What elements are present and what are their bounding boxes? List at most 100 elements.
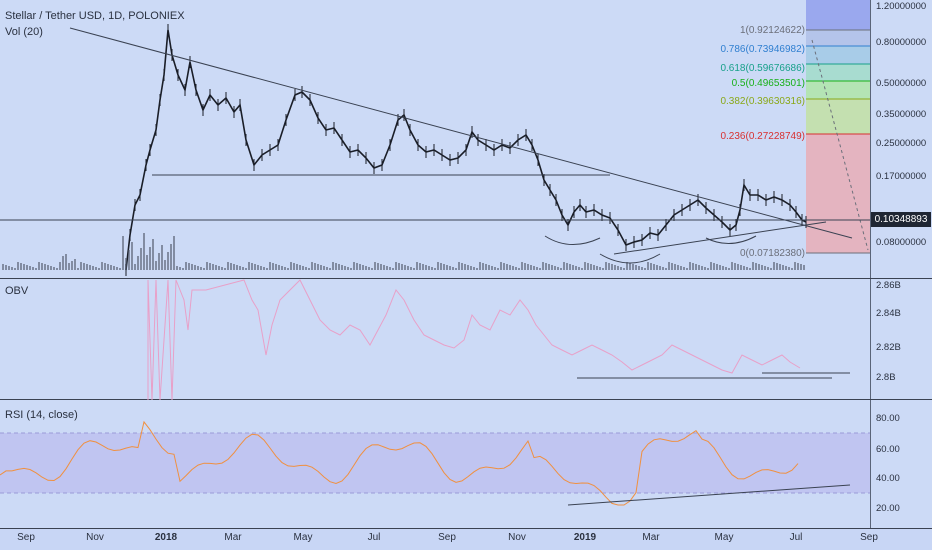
volume-bar <box>476 268 478 270</box>
price-pane[interactable] <box>0 0 870 278</box>
volume-bar <box>635 265 637 270</box>
volume-bar <box>341 265 343 270</box>
volume-bar <box>197 266 199 270</box>
fib-level-label[interactable]: 0.236(0.27228749) <box>720 131 805 142</box>
volume-bar <box>77 268 79 270</box>
volume-bar <box>551 265 553 270</box>
volume-bar <box>284 267 286 270</box>
price-axis[interactable] <box>870 0 932 278</box>
volume-bar <box>407 266 409 270</box>
volume-bar <box>425 265 427 270</box>
volume-bar <box>509 265 511 270</box>
symbol-title[interactable]: Stellar / Tether USD, 1D, POLONIEX <box>5 10 185 22</box>
fib-zone <box>806 64 870 81</box>
volume-bar <box>137 256 139 270</box>
volume-bar <box>608 263 610 270</box>
fib-zone <box>806 134 870 253</box>
volume-bar <box>626 262 628 270</box>
descending-trendline <box>69 27 853 239</box>
fib-level-label[interactable]: 0.786(0.73946982) <box>720 44 805 55</box>
volume-bar <box>317 264 319 270</box>
volume-bar <box>668 262 670 270</box>
rsi-trendline <box>567 484 851 506</box>
pane-divider[interactable] <box>0 399 932 400</box>
volume-bar <box>215 265 217 270</box>
volume-bar <box>689 262 691 270</box>
volume-bar <box>53 267 55 270</box>
volume-bar <box>719 265 721 270</box>
volume-bar <box>179 267 181 270</box>
volume-bar <box>485 264 487 270</box>
volume-bar <box>773 262 775 270</box>
volume-bar <box>545 263 547 270</box>
price-series <box>125 29 807 271</box>
volume-bar <box>518 268 520 270</box>
volume-bar <box>707 268 709 270</box>
volume-bar <box>266 268 268 270</box>
volume-bar <box>716 264 718 270</box>
volume-legend[interactable]: Vol (20) <box>5 26 43 38</box>
volume-bar <box>578 267 580 270</box>
volume-bar <box>92 266 94 270</box>
fib-level-label[interactable]: 0.5(0.49653501) <box>731 78 805 89</box>
volume-bar <box>131 242 133 270</box>
time-tick: May <box>293 532 313 543</box>
volume-bar <box>539 268 541 270</box>
volume-bar <box>623 268 625 270</box>
volume-bar <box>698 265 700 270</box>
volume-bar <box>311 262 313 270</box>
volume-bar <box>737 264 739 270</box>
volume-bar <box>437 262 439 270</box>
volume-bar <box>527 264 529 270</box>
volume-bar <box>614 265 616 270</box>
volume-bar <box>302 266 304 270</box>
volume-bar <box>20 263 22 270</box>
volume-bar <box>728 268 730 270</box>
time-tick: Sep <box>438 532 456 543</box>
obv-tick: 2.86B <box>876 280 901 291</box>
volume-bar <box>395 262 397 270</box>
fib-level-label[interactable]: 0.382(0.39630316) <box>720 96 805 107</box>
volume-bar <box>467 265 469 270</box>
volume-bar <box>677 265 679 270</box>
fib-zone <box>806 46 870 64</box>
rsi-legend[interactable]: RSI (14, close) <box>5 409 78 421</box>
volume-bar <box>656 265 658 270</box>
volume-bar <box>326 267 328 270</box>
obv-legend[interactable]: OBV <box>5 285 29 297</box>
volume-bar <box>116 267 118 270</box>
volume-bar <box>416 262 418 270</box>
fib-level-label[interactable]: 0.618(0.59676686) <box>720 63 805 74</box>
volume-bar <box>461 263 463 270</box>
volume-bar <box>35 268 37 270</box>
volume-bar <box>671 263 673 270</box>
volume-bar <box>533 266 535 270</box>
price-tick: 0.17000000 <box>876 171 927 182</box>
volume-bar <box>404 265 406 270</box>
volume-bar <box>746 267 748 270</box>
volume-bar <box>371 268 373 270</box>
volume-bar <box>152 239 154 270</box>
volume-bar <box>740 265 742 270</box>
fib-level-label[interactable]: 1(0.92124622) <box>739 25 805 36</box>
obv-axis[interactable] <box>870 279 932 399</box>
obv-pane[interactable] <box>0 279 870 399</box>
current-price-tag: 0.10348893 <box>871 212 931 227</box>
rsi-axis[interactable] <box>870 400 932 528</box>
volume-bar <box>221 267 223 270</box>
fib-level-label[interactable]: 0(0.07182380) <box>739 248 805 259</box>
volume-bar <box>515 267 517 270</box>
volume-bar <box>428 266 430 270</box>
volume-bar <box>722 266 724 270</box>
volume-bar <box>122 236 124 270</box>
pane-divider[interactable] <box>0 278 932 279</box>
volume-bar <box>749 268 751 270</box>
volume-bar <box>701 266 703 270</box>
volume-bar <box>167 252 169 270</box>
volume-bar <box>686 268 688 270</box>
volume-bar <box>254 264 256 270</box>
fib-zone <box>806 99 870 134</box>
volume-bar <box>602 268 604 270</box>
volume-bar <box>23 264 25 270</box>
